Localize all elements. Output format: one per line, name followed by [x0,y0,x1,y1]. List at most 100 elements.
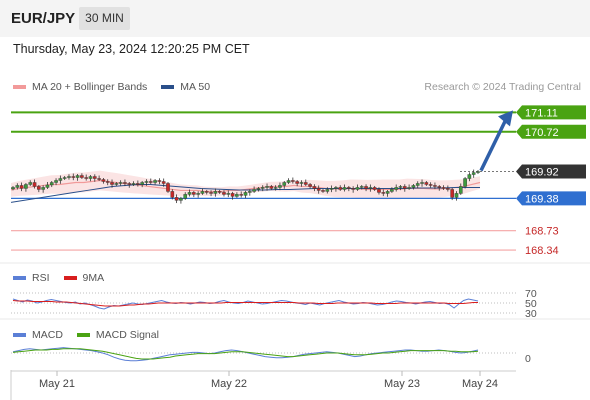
candle [93,174,97,182]
level-label-171-11: 171.11 [525,107,558,119]
candle [450,187,454,201]
candle [359,184,364,190]
candle-body [84,177,88,179]
x-tick-label: May 24 [462,378,498,390]
legend-item-macd-signal: MACD Signal [76,329,159,341]
candle-body [372,187,377,190]
legend-item-9ma: 9MA [63,272,105,284]
candle-body [105,181,110,183]
ma20-line [10,179,481,193]
candle-body [187,192,192,195]
rsi-level-label-50: 50 [525,298,537,310]
candle-body [71,176,76,178]
candle-body [291,180,295,182]
candle-body [209,192,213,194]
legend-label-macd-signal: MACD Signal [95,329,159,341]
legend-label-9ma: 9MA [82,272,105,284]
candle-body [424,182,429,185]
candle [127,181,132,188]
candle-body [265,186,269,188]
candle [424,180,429,186]
candle [200,188,205,195]
candle-body [415,183,420,186]
candle-body [58,178,63,181]
candle [390,187,394,193]
candle [329,185,334,193]
candle-body [342,187,347,190]
candle-body [49,182,54,186]
candle-body [15,185,20,188]
candle [433,182,437,190]
candle-body [41,187,45,190]
rsi-level-label-30: 30 [525,308,537,320]
candle-body [329,188,334,190]
forecast-arrowhead [498,110,513,127]
candle-body [433,185,437,187]
candle-body [136,183,140,185]
level-label-168-34: 168.34 [525,245,559,257]
legend-swatch-rsi [13,276,26,280]
candle-body [394,187,398,190]
candle-body [200,191,205,194]
candle [441,185,446,190]
candle [84,174,88,181]
x-tick-label: May 23 [384,378,420,390]
candle-body [411,185,416,188]
candle-body [67,176,71,178]
candle-body [140,182,144,185]
candle-body [325,189,330,192]
candle-body [256,188,261,190]
candle [415,181,420,189]
candle-body [204,191,209,193]
candle-body [454,193,459,198]
candle-body [295,181,299,184]
candle [217,189,222,194]
candle-body [93,176,97,179]
candle [101,178,106,184]
candle [458,183,463,195]
candle-body [273,187,278,189]
timeframe-button[interactable]: 30 MIN [79,7,130,30]
candle [265,183,269,191]
candle [269,184,274,190]
candle [476,170,480,175]
candle [118,180,123,186]
candle [54,178,58,186]
legend-label-ma50: MA 50 [180,81,211,93]
candle-body [437,186,442,188]
candle [338,185,343,191]
legend-item-macd: MACD [13,329,63,341]
legend-label-ma20: MA 20 + Bollinger Bands [32,81,148,93]
candle-body [230,193,235,197]
candle-body [222,192,226,195]
candle [463,177,467,189]
candle-body [299,182,304,184]
candle [364,184,368,192]
rsi-line [12,298,479,310]
candle-body [88,176,93,179]
candle-body [37,186,41,190]
candle [157,178,162,185]
candle-body [467,174,472,179]
credit-text: Research © 2024 Trading Central [424,81,581,93]
level-tag-bg [516,164,586,179]
candle [97,175,101,181]
candle-body [62,177,67,179]
level-tag-170-72: 170.72 [516,124,586,139]
level-label-169-92: 169.92 [525,167,559,179]
candle [71,173,76,181]
candle [411,183,416,190]
candle-body [235,194,239,197]
candle-body [286,180,291,183]
macd-line [12,347,479,362]
candle-body [157,180,162,182]
legend-swatch-9ma [63,276,77,280]
forecast-arrow-line [479,120,507,172]
candle-body [75,175,80,178]
candle [166,181,170,193]
candle [41,185,45,193]
candle-body [450,189,454,198]
candle [174,194,179,204]
candle-body [312,186,317,189]
candle-body [403,186,407,189]
